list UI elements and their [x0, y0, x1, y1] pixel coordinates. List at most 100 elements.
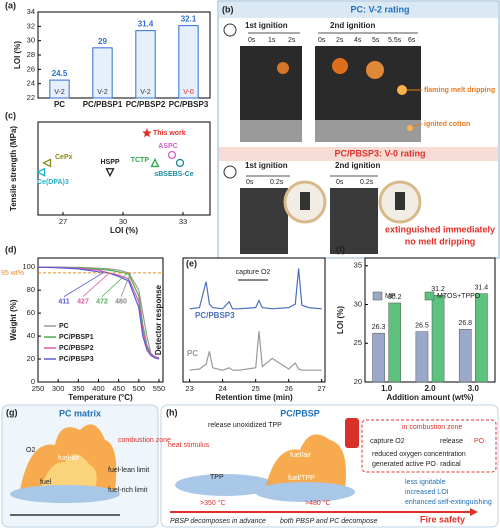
scatter-point — [142, 128, 152, 138]
t5-label: 480 — [115, 298, 127, 305]
x-tick-label: 350 — [72, 384, 85, 393]
line-series — [37, 266, 160, 360]
photo-base — [315, 120, 421, 142]
value-label: 26.8 — [458, 320, 472, 327]
panel-text: enhanced self-extinguishing — [405, 499, 492, 506]
y-tick-label: 28 — [27, 50, 35, 59]
bar — [388, 302, 402, 383]
y-tick-label: 40 — [27, 331, 35, 340]
fuel-layer — [10, 485, 120, 503]
x-tick-label: 25 — [251, 384, 259, 393]
value-label: 26.3 — [372, 324, 386, 331]
x-tick-label: 500 — [133, 384, 146, 393]
panel-text: PC: V-2 rating — [350, 4, 409, 14]
panel-text: 5.5s — [388, 37, 402, 44]
photo — [330, 188, 378, 254]
y-axis-label: Detector response — [154, 284, 163, 355]
bar — [415, 331, 429, 383]
panel-text: >480 °C — [305, 499, 331, 507]
panel-text: fuel-air — [58, 455, 80, 462]
panel-text: PC matrix — [59, 408, 101, 418]
panel-text: 2s — [288, 37, 296, 44]
value-label: 30.2 — [388, 294, 402, 301]
reference-label: 95 wt% — [1, 270, 24, 277]
y-tick-label: 20 — [27, 354, 35, 363]
bar — [92, 47, 113, 99]
point-label: sBSEBS-Ce — [154, 171, 193, 178]
panel-text: fuel/air — [290, 452, 312, 459]
scatter-point — [150, 157, 160, 168]
panel-text: both PBSP and PC decompose — [280, 518, 378, 525]
value-label: 26.5 — [415, 322, 429, 329]
t5-arrow — [63, 272, 104, 297]
panel-text: PC/PBSP3: V-0 rating — [334, 148, 425, 158]
y-tick-label: 100 — [22, 262, 35, 271]
panel-text: 0s — [318, 37, 326, 44]
sample — [395, 192, 405, 210]
series-label: PC — [187, 349, 198, 358]
y-axis-label: Weight (%) — [9, 299, 18, 341]
line-series — [189, 268, 322, 310]
legend-swatch — [424, 291, 435, 301]
x-tick-label: 300 — [52, 384, 65, 393]
panel-text: (b) — [222, 4, 234, 14]
panel-text: 2s — [336, 37, 344, 44]
x-tick-label: 24 — [218, 384, 226, 393]
legend-label: PC/PBSP1 — [59, 334, 94, 341]
scatter-point — [105, 168, 115, 178]
y-tick-label: 20 — [354, 377, 362, 386]
legend-label: MP — [385, 293, 396, 300]
panel-text: 4s — [354, 37, 362, 44]
y-tick-label: 30 — [27, 36, 35, 45]
y-tick-label: 24 — [27, 79, 35, 88]
panel-text: >350 °C — [200, 499, 226, 507]
panel-text: extinguished immediately — [385, 224, 495, 234]
bar — [178, 25, 199, 99]
bar — [135, 30, 156, 99]
y-tick-label: 25 — [354, 338, 362, 347]
x-tick-label: 27 — [59, 217, 67, 226]
x-tick-label: 27 — [318, 384, 326, 393]
y-tick-label: 30 — [354, 299, 362, 308]
flame-core — [40, 454, 97, 490]
point-label: TCTP — [131, 157, 150, 164]
panel-text: release — [440, 438, 463, 445]
panel-text: no melt dripping — [405, 236, 476, 246]
bar — [475, 293, 488, 383]
x-tick-label: PC/PBSP1 — [83, 100, 123, 109]
rating-label: V-2 — [97, 89, 108, 96]
t5-arrow — [120, 272, 132, 297]
inset-box — [361, 419, 497, 473]
photo — [240, 188, 288, 254]
panel-text: (g) — [6, 407, 18, 417]
x-axis-label: Retention time (min) — [215, 393, 293, 402]
point-label: HSPP — [100, 159, 119, 166]
panel-text: 0s — [248, 37, 256, 44]
legend-label: MTOS+TPPO — [437, 293, 481, 300]
plot-frame — [364, 257, 496, 383]
rating-label: V-2 — [140, 89, 151, 96]
panel-text: Fire safety — [420, 514, 465, 524]
panel-text: ignited cotton — [424, 121, 470, 128]
panel-text: 2nd ignition — [330, 21, 375, 30]
t5-arrow — [101, 272, 128, 297]
x-tick-label: 450 — [112, 384, 125, 393]
x-tick-label: PC/PBSP2 — [126, 100, 166, 109]
y-axis-label: LOI (%) — [13, 41, 22, 69]
panel-text: fuel — [40, 479, 52, 486]
value-label: 31.2 — [431, 286, 445, 293]
plot-frame — [37, 121, 211, 216]
photo-base — [240, 120, 302, 142]
panel-h-art — [160, 404, 499, 528]
t5-label: 427 — [77, 298, 89, 305]
y-tick-label: 0 — [31, 377, 35, 386]
sample — [300, 192, 310, 210]
panel-text: release unoxidized TPP — [208, 422, 282, 429]
panel-text: O2 — [26, 447, 35, 454]
panel-text: (h) — [166, 407, 178, 417]
bar — [372, 332, 385, 383]
scatter-point — [36, 167, 46, 177]
fuel-layer — [175, 474, 275, 496]
y-tick-label: 80 — [27, 285, 35, 294]
point-label: Ce(DPA)3 — [37, 179, 69, 186]
